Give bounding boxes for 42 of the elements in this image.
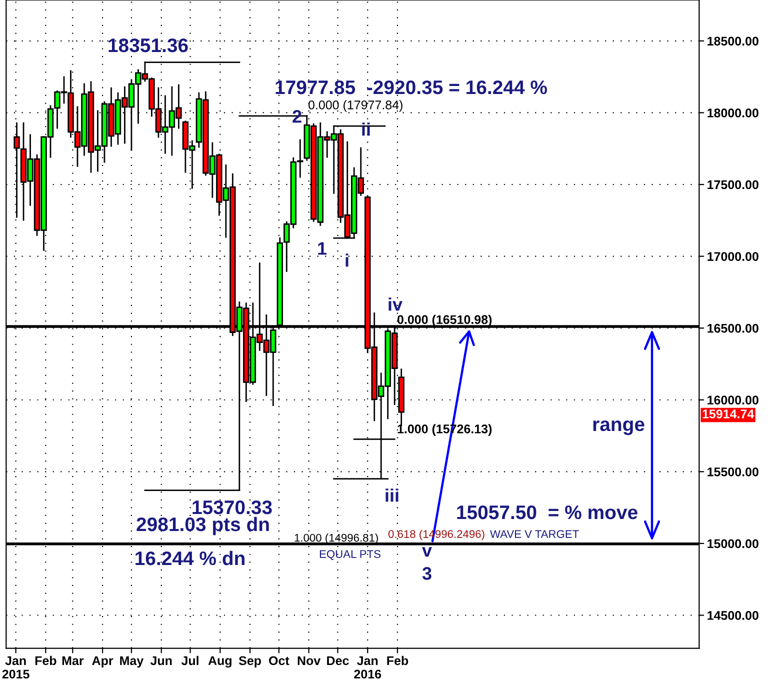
annotation: 1 [318,242,327,255]
annotation: 15370.33 [192,500,272,514]
x-tick-label: Dec [327,656,349,666]
x-tick-label: Aug [208,656,232,668]
y-tick-label: 17500.00 [708,180,758,190]
annotation: WAVE V TARGET [490,530,579,538]
annotation: 0.000 (17977.84) [308,100,402,112]
x-tick-label: Apr [92,656,114,668]
x-tick-label: Feb [35,656,56,666]
annotation: 3 [422,567,432,580]
x-tick-label: Jan 2015 [2,656,30,679]
y-tick-label: 18000.00 [708,108,758,118]
annotation: 2981.03 pts dn [136,516,269,536]
ref-line-label: 1.000 (14996.81) [294,534,378,544]
annotation: 17977.85 -2920.35 = 16.244 % [276,80,547,94]
x-tick-label: May [120,656,144,668]
x-tick-label: Jun [150,656,172,666]
annotation: 15057.50 = % move [457,505,638,520]
ref-line-label: 0.000 (16510.98) [397,314,492,327]
y-tick-label: 16000.00 [708,396,758,405]
text: 15914.74 [702,410,754,418]
annotation: 18351.36 [108,38,188,52]
annotation: v [422,547,432,557]
annotation: EQUAL PTS [320,550,380,560]
x-tick-label: Oct [269,656,290,666]
y-tick-label: 17000.00 [708,252,758,261]
y-tick-label: 14500.00 [708,611,758,620]
y-tick-label: 16500.00 [708,324,758,333]
x-tick-label: Feb [387,656,408,666]
annotation: iii [386,488,398,502]
annotation: range [593,420,644,436]
x-tick-label: Jan 2016 [354,656,382,679]
annotation: 16.244 % dn [136,550,244,566]
x-tick-label: Mar [62,656,84,666]
x-tick-label: Jul [181,656,198,666]
x-tick-label: Sep [238,656,261,668]
annotation: iv [388,298,402,311]
y-tick-label: 15000.00 [708,539,758,548]
y-tick-label: 15500.00 [708,467,758,476]
x-tick-label: Nov [298,656,321,666]
annotation: i [346,254,348,267]
y-tick-label: 18500.00 [708,36,758,46]
